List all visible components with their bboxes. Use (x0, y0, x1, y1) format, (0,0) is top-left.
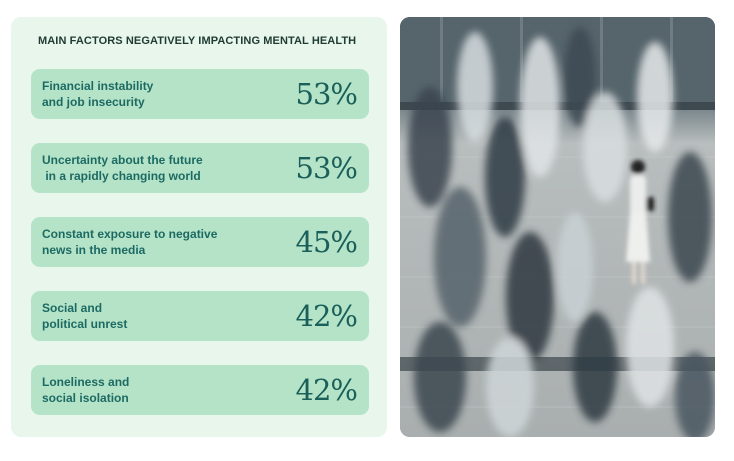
factor-label: Loneliness and social isolation (42, 375, 130, 405)
factor-card: Uncertainty about the future in a rapidl… (31, 143, 369, 193)
factors-panel: MAIN FACTORS NEGATIVELY IMPACTING MENTAL… (11, 17, 387, 437)
factor-card: Financial instability and job insecurity… (31, 69, 369, 119)
factor-label: Financial instability and job insecurity (42, 79, 154, 109)
factor-card: Constant exposure to negative news in th… (31, 217, 369, 267)
factor-percentage: 53% (295, 151, 358, 185)
factor-percentage: 42% (295, 299, 358, 333)
factor-card: Loneliness and social isolation 42% (31, 365, 369, 415)
factor-percentage: 53% (295, 77, 358, 111)
panel-title: MAIN FACTORS NEGATIVELY IMPACTING MENTAL… (38, 35, 357, 47)
crowd-photo (400, 17, 715, 437)
factor-label: Social and political unrest (42, 301, 128, 331)
factor-label: Constant exposure to negative news in th… (42, 227, 218, 257)
factor-percentage: 45% (295, 225, 358, 259)
factor-label: Uncertainty about the future in a rapidl… (42, 153, 203, 183)
factor-card: Social and political unrest 42% (31, 291, 369, 341)
factor-percentage: 42% (295, 373, 358, 407)
